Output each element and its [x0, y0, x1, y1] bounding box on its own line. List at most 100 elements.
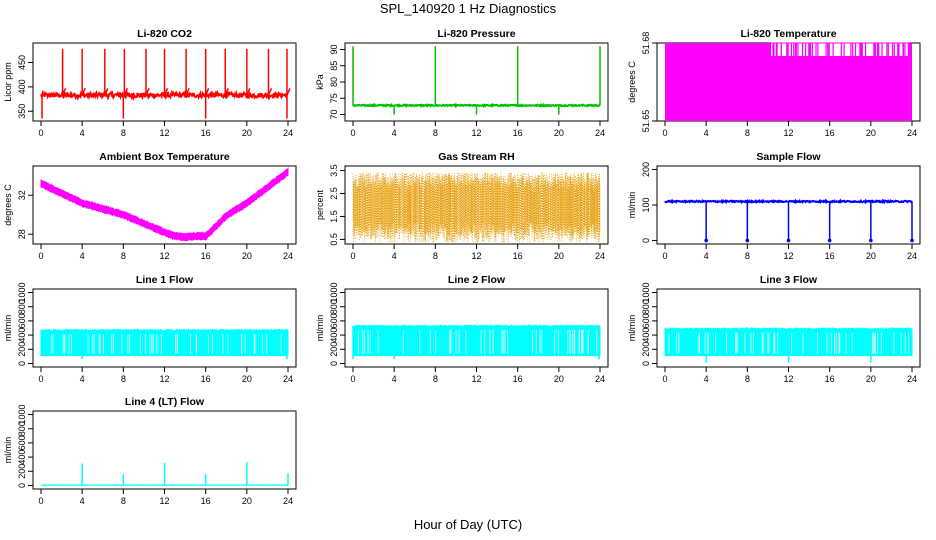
x-tick-label: 12: [471, 128, 481, 138]
chart-title: Li-820 CO2: [137, 28, 192, 40]
y-tick-label: 51.65: [641, 110, 651, 133]
y-tick-label: 400: [641, 328, 651, 343]
x-tick-label: 20: [242, 374, 252, 384]
chart-title: Line 2 Flow: [448, 274, 506, 286]
y-tick-label: 100: [641, 197, 651, 212]
y-tick-label: 0: [17, 483, 27, 488]
y-tick-label: 90: [329, 44, 339, 54]
series-spike: [104, 88, 109, 96]
chart-title: Line 4 (LT) Flow: [125, 396, 205, 408]
y-tick-label: 85: [329, 61, 339, 71]
chart-panel: Gas Stream RH 0 4 8 12 16 20 24 0.5 1.5 2.5 3.5 perc…: [315, 151, 609, 261]
y-axis-label: percent: [315, 189, 325, 220]
x-tick-label: 16: [825, 374, 835, 384]
x-tick-label: 16: [513, 374, 523, 384]
x-tick-label: 4: [392, 374, 397, 384]
series-line: [772, 43, 909, 56]
x-tick-label: 12: [471, 251, 481, 261]
x-tick-label: 20: [554, 251, 564, 261]
x-tick-label: 24: [595, 374, 605, 384]
x-tick-label: 24: [907, 374, 917, 384]
x-tick-label: 12: [159, 496, 169, 506]
x-tick-label: 12: [159, 251, 169, 261]
x-tick-label: 4: [80, 128, 85, 138]
series-point: [827, 238, 832, 243]
y-tick-label: 1000: [641, 283, 651, 303]
x-tick-label: 12: [783, 374, 793, 384]
y-tick-label: 600: [17, 435, 27, 450]
y-tick-label: 0: [641, 361, 651, 366]
x-tick-label: 16: [201, 128, 211, 138]
series-point: [745, 238, 750, 243]
y-tick-label: 200: [641, 162, 651, 177]
y-tick-label: 200: [641, 342, 651, 357]
series-point: [869, 238, 873, 243]
series-gaps: [668, 332, 909, 354]
y-tick-label: 1000: [17, 283, 27, 303]
chart-panel: Ambient Box Temperature 0 4 8 12 16 20 24 28 32 de…: [3, 151, 297, 261]
y-tick-label: 400: [17, 79, 27, 94]
x-tick-label: 24: [907, 251, 917, 261]
y-tick-label: 400: [17, 328, 27, 343]
x-tick-label: 0: [38, 251, 43, 261]
series-band: [40, 166, 289, 242]
series-spike: [185, 88, 190, 96]
y-tick-label: 400: [17, 450, 27, 465]
y-tick-label: 600: [329, 313, 339, 328]
x-tick-label: 8: [745, 128, 750, 138]
chart-panel: Li-820 Temperature 0 4 8 12 16 20 24 51.65 51.68 d…: [627, 28, 921, 138]
x-tick-label: 20: [242, 128, 252, 138]
chart-panel: Li-820 CO2 0 4 8 12 16 20 24 350 400 450 Licor ppm: [3, 28, 297, 138]
series-band: [665, 43, 772, 121]
y-tick-label: 800: [17, 299, 27, 314]
series-band: [771, 56, 909, 121]
x-tick-label: 0: [350, 128, 355, 138]
x-tick-label: 0: [662, 374, 667, 384]
y-tick-label: 51.68: [641, 32, 651, 55]
x-tick-label: 24: [595, 128, 605, 138]
x-tick-label: 24: [283, 374, 293, 384]
y-tick-label: 350: [17, 104, 27, 119]
y-tick-label: 450: [17, 55, 27, 70]
x-tick-label: 0: [662, 251, 667, 261]
y-tick-label: 2.5: [329, 187, 339, 200]
y-axis-label: kPa: [315, 74, 325, 90]
y-tick-label: 200: [17, 464, 27, 479]
x-tick-label: 4: [80, 496, 85, 506]
x-tick-label: 8: [745, 374, 750, 384]
x-tick-label: 0: [38, 496, 43, 506]
x-tick-label: 20: [554, 374, 564, 384]
x-axis-label: Hour of Day (UTC): [413, 517, 523, 532]
y-axis-label: degrees C: [627, 61, 637, 103]
series-spike: [246, 88, 251, 96]
x-tick-label: 16: [825, 251, 835, 261]
y-tick-label: 0: [329, 361, 339, 366]
x-tick-label: 8: [433, 374, 438, 384]
series-point: [910, 238, 914, 243]
x-tick-label: 20: [554, 128, 564, 138]
x-tick-label: 0: [350, 251, 355, 261]
chart-title: Sample Flow: [756, 151, 821, 163]
series-spike: [61, 88, 67, 96]
y-axis-label: ml/min: [3, 315, 13, 342]
x-tick-label: 0: [38, 128, 43, 138]
x-tick-label: 12: [471, 374, 481, 384]
x-tick-label: 4: [704, 251, 709, 261]
y-tick-label: 0: [17, 361, 27, 366]
y-axis-label: ml/min: [627, 192, 637, 219]
chart-title: Line 3 Flow: [760, 274, 818, 286]
series-spike: [204, 88, 210, 96]
chart-panel: Sample Flow 0 4 8 12 16 20 24 0 100 200 ml/min: [627, 151, 921, 261]
series-gaps: [51, 334, 282, 354]
y-tick-label: 600: [641, 313, 651, 328]
y-tick-label: 1.5: [329, 210, 339, 223]
x-tick-label: 12: [159, 128, 169, 138]
y-tick-label: 28: [17, 229, 27, 239]
y-axis-label: Licor ppm: [3, 62, 13, 102]
x-tick-label: 16: [201, 251, 211, 261]
y-axis-label: ml/min: [315, 315, 325, 342]
x-tick-label: 20: [866, 251, 876, 261]
x-tick-label: 16: [825, 128, 835, 138]
